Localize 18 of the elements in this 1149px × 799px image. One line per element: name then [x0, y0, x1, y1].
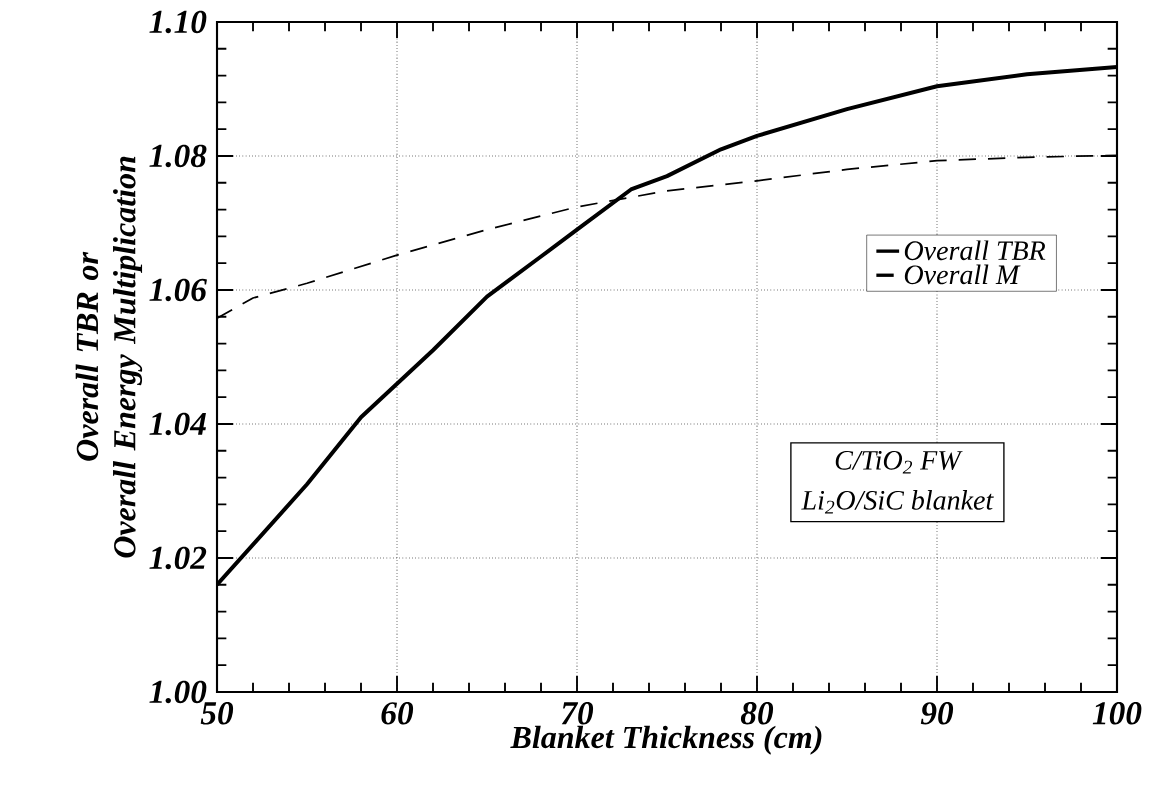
- x-tick-label: 70: [561, 702, 594, 725]
- y-tick-label: 1.02: [149, 546, 207, 570]
- x-axis-title: Blanket Thickness (cm): [510, 725, 822, 755]
- y-tick-label: 1.10: [149, 10, 207, 34]
- y-tick-label: 1.04: [149, 412, 206, 436]
- x-tick-label: 60: [381, 702, 414, 725]
- y-axis-title: Overall TBR or Overall Energy Multiplication: [75, 156, 143, 558]
- x-tick-label: 100: [1092, 702, 1142, 725]
- y-tick-label: 1.06: [149, 278, 207, 302]
- x-tick-label: 90: [920, 702, 954, 725]
- x-tick-label: 80: [740, 702, 774, 725]
- legend-label: Overall M: [904, 264, 1021, 285]
- y-tick-label: 1.00: [149, 680, 207, 704]
- annotation: Li$_{2}$O/SiC blanket: [801, 490, 994, 514]
- y-tick-label: 1.08: [149, 144, 207, 168]
- x-tick-label: 50: [200, 702, 234, 725]
- annotation: C/TiO$_{2}$ FW: [835, 450, 963, 474]
- legend-label: Overall TBR: [904, 240, 1046, 261]
